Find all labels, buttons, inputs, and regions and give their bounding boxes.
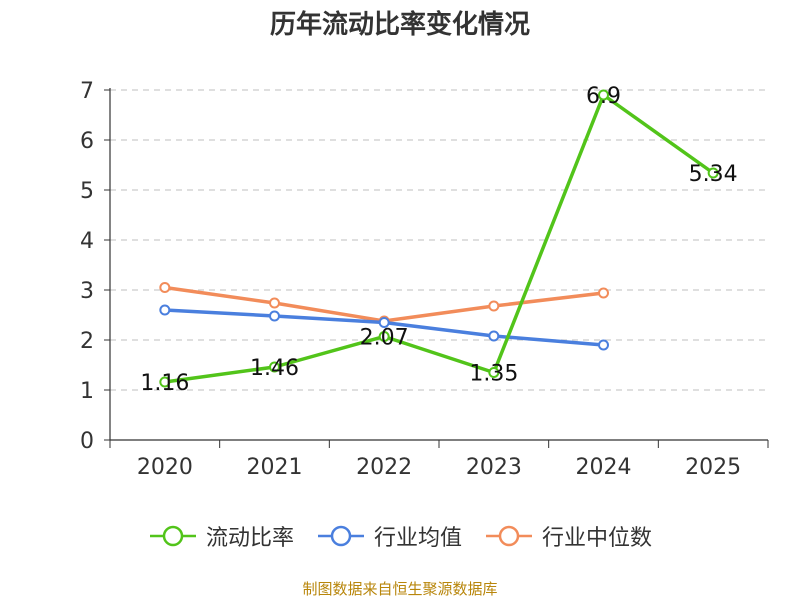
x-tick-label: 2025 xyxy=(685,455,741,480)
legend-item-industry-median[interactable]: 行业中位数 xyxy=(484,520,652,552)
legend: 流动比率 行业均值 行业中位数 xyxy=(0,520,800,552)
data-point xyxy=(598,339,609,351)
legend-label: 流动比率 xyxy=(205,526,294,551)
x-tick-label: 2024 xyxy=(576,455,632,480)
legend-marker-orange xyxy=(486,525,532,547)
data-label: 2.07 xyxy=(360,326,409,351)
y-tick-label: 5 xyxy=(80,179,94,204)
y-tick-label: 0 xyxy=(80,429,94,454)
series-layer xyxy=(159,89,719,388)
x-tick-label: 2020 xyxy=(137,455,193,480)
axis-layer: 0 1 2 3 4 5 6 7 2020 2021 2022 2023 2024 2025 xyxy=(80,79,769,480)
y-tick-label: 1 xyxy=(80,379,94,404)
data-point xyxy=(378,317,390,328)
data-point xyxy=(159,304,171,316)
chart-title: 历年流动比率变化情况 xyxy=(269,10,530,40)
series-line xyxy=(164,93,715,384)
legend-item-current-ratio[interactable]: 流动比率 xyxy=(148,520,294,552)
data-point xyxy=(598,287,609,299)
data-point xyxy=(488,330,500,342)
data-point xyxy=(598,89,609,101)
data-point xyxy=(378,331,390,342)
data-point xyxy=(159,376,171,388)
legend-marker-green xyxy=(149,525,196,547)
legend-item-industry-mean[interactable]: 行业均值 xyxy=(316,520,462,552)
x-tick-label: 2021 xyxy=(247,455,303,480)
grid-layer xyxy=(110,89,768,391)
data-label-layer: 1.16 1.46 2.07 1.35 6.9 5.34 xyxy=(140,84,737,396)
data-point xyxy=(488,367,500,378)
data-label: 5.34 xyxy=(689,162,738,187)
x-tick-label: 2023 xyxy=(466,455,522,480)
data-point xyxy=(269,297,280,309)
source-note: 制图数据来自恒生聚源数据库 xyxy=(302,580,498,598)
data-point xyxy=(488,300,500,312)
data-point xyxy=(159,282,171,293)
x-tick-label: 2022 xyxy=(356,455,412,480)
data-point xyxy=(269,310,280,322)
data-label: 1.16 xyxy=(140,371,189,396)
legend-label: 行业均值 xyxy=(373,526,462,551)
y-tick-label: 3 xyxy=(80,279,94,304)
legend-marker-blue xyxy=(317,525,364,547)
data-label: 6.9 xyxy=(586,84,621,109)
data-point xyxy=(707,167,719,179)
y-tick-label: 4 xyxy=(80,229,94,254)
legend-label: 行业中位数 xyxy=(542,526,653,551)
y-tick-label: 7 xyxy=(80,79,94,104)
data-label: 1.46 xyxy=(250,356,299,381)
y-tick-label: 6 xyxy=(80,129,94,154)
data-label: 1.35 xyxy=(469,362,518,387)
y-tick-label: 2 xyxy=(80,329,94,354)
data-point xyxy=(269,361,280,373)
